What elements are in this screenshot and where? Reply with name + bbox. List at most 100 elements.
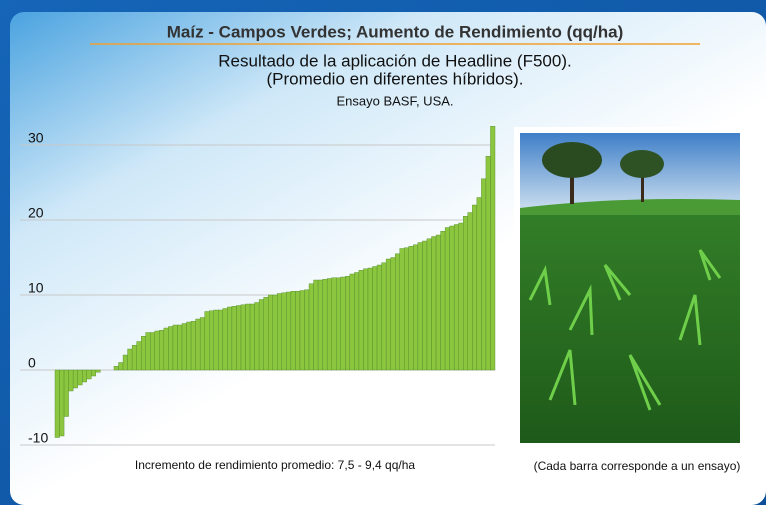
bar xyxy=(218,309,224,371)
source: Ensayo BASF, USA. xyxy=(336,93,453,108)
bar xyxy=(345,276,351,371)
bar xyxy=(72,369,78,389)
y-tick-label: 10 xyxy=(28,280,44,296)
bar xyxy=(340,276,346,371)
bar xyxy=(422,240,428,371)
bar xyxy=(86,369,92,380)
bar xyxy=(77,369,83,386)
bar xyxy=(277,293,283,371)
bar xyxy=(258,299,264,371)
bar xyxy=(68,369,74,392)
bar xyxy=(458,222,464,371)
y-tick-label: 30 xyxy=(28,130,44,146)
bar xyxy=(354,272,360,371)
bar xyxy=(381,262,387,371)
bar xyxy=(172,324,178,371)
bar xyxy=(453,224,459,371)
bar xyxy=(372,266,378,371)
bar xyxy=(140,336,146,371)
bar xyxy=(308,283,314,371)
bar xyxy=(168,326,174,371)
bar xyxy=(209,310,214,371)
bar xyxy=(476,197,482,371)
bar xyxy=(222,308,228,371)
bar xyxy=(426,238,432,371)
bar xyxy=(150,332,155,371)
bar xyxy=(263,297,269,371)
bar xyxy=(254,302,260,371)
bar xyxy=(267,294,273,371)
bar xyxy=(431,236,437,371)
bar xyxy=(463,216,468,371)
bar xyxy=(249,303,255,371)
bar xyxy=(82,369,87,383)
bar xyxy=(472,204,478,371)
bar xyxy=(227,306,233,371)
bar xyxy=(417,242,423,371)
y-tick-label: -10 xyxy=(28,430,48,446)
bar xyxy=(199,317,205,371)
bar xyxy=(435,234,441,371)
bar xyxy=(299,290,305,371)
photo xyxy=(514,127,746,449)
bar xyxy=(159,330,165,371)
bar xyxy=(399,248,405,371)
bar xyxy=(408,246,414,371)
subtitle: (Promedio en diferentes híbridos). xyxy=(266,69,523,88)
bar xyxy=(131,345,137,371)
bar xyxy=(367,267,373,371)
bar xyxy=(127,348,133,371)
bar xyxy=(91,369,97,377)
bar xyxy=(236,305,242,371)
bar xyxy=(313,279,319,371)
bar xyxy=(240,304,246,371)
bar xyxy=(385,258,391,371)
y-tick-label: 20 xyxy=(28,205,44,221)
bar xyxy=(272,294,278,371)
bar xyxy=(63,369,69,417)
bar xyxy=(281,292,287,371)
bar xyxy=(326,278,332,371)
bar xyxy=(54,369,60,438)
bar xyxy=(376,264,382,371)
subtitle: Resultado de la aplicación de Headline (… xyxy=(218,51,571,70)
x-axis-label: Incremento de rendimiento promedio: 7,5 … xyxy=(135,458,415,472)
bar xyxy=(404,247,410,371)
bar xyxy=(304,289,310,371)
bar xyxy=(186,321,192,371)
bar xyxy=(467,212,473,371)
bar xyxy=(118,362,124,371)
bar xyxy=(245,303,251,371)
bar xyxy=(349,273,355,371)
bar xyxy=(390,257,396,371)
y-tick-label: 0 xyxy=(28,355,36,371)
bar xyxy=(290,291,296,371)
bar xyxy=(490,126,496,371)
bar xyxy=(154,330,160,371)
bar xyxy=(177,324,183,371)
bar xyxy=(485,156,491,371)
bar xyxy=(122,354,128,371)
bar xyxy=(163,327,169,371)
bar xyxy=(322,279,328,371)
bar xyxy=(358,270,364,371)
bar xyxy=(481,178,487,371)
bar xyxy=(449,225,455,371)
bar xyxy=(395,253,400,371)
bar xyxy=(331,277,337,371)
bar xyxy=(363,268,369,371)
bar xyxy=(317,279,323,371)
bar xyxy=(181,323,187,371)
bar xyxy=(413,244,419,371)
bar xyxy=(95,369,101,373)
bar xyxy=(213,309,219,371)
annotation: (Cada barra corresponde a un ensayo) xyxy=(534,459,741,473)
bar xyxy=(440,231,446,371)
bar xyxy=(231,306,237,371)
bar xyxy=(113,366,119,371)
bar xyxy=(286,291,292,371)
bar xyxy=(190,321,196,371)
bar xyxy=(145,332,151,371)
chart-title: Maíz - Campos Verdes; Aumento de Rendimi… xyxy=(167,22,624,41)
